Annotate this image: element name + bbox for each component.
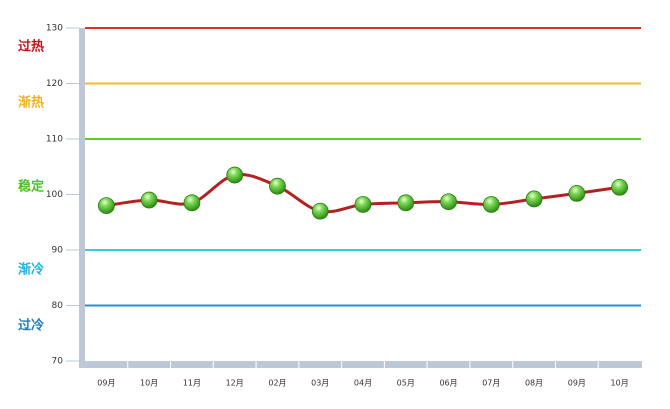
x-tick-label: 12月 (226, 379, 244, 388)
x-tick-label: 04月 (354, 379, 372, 388)
x-tick-label: 06月 (439, 379, 457, 388)
y-tick-label: 80 (52, 301, 64, 311)
marker (183, 194, 201, 212)
x-tick-label: 02月 (268, 379, 286, 388)
y-tick-label: 70 (52, 357, 64, 367)
x-tick-label: 05月 (397, 379, 415, 388)
x-tick-label: 03月 (311, 379, 329, 388)
marker (140, 191, 158, 209)
marker (440, 193, 457, 211)
marker (525, 190, 543, 208)
x-tick-label: 09月 (568, 379, 586, 388)
x-tick-label: 08月 (525, 379, 543, 388)
marker (568, 184, 586, 202)
y-tick-label: 100 (46, 190, 63, 200)
marker (611, 178, 629, 196)
x-tick-label: 10月 (611, 379, 629, 388)
marker (397, 194, 415, 212)
y-tick-label: 120 (46, 79, 63, 89)
y-tick-label: 130 (46, 24, 63, 34)
zone-label: 过冷 (18, 318, 44, 334)
marker (97, 197, 115, 215)
marker (311, 202, 329, 220)
y-axis-bar (79, 28, 85, 368)
zone-label: 稳定 (18, 179, 44, 195)
zone-label: 渐冷 (18, 262, 44, 278)
marker (226, 166, 244, 184)
x-tick-label: 11月 (183, 379, 201, 388)
x-axis-bar (79, 361, 642, 368)
marker (354, 196, 372, 213)
zone-label: 渐热 (18, 95, 44, 111)
y-tick-label: 110 (46, 135, 63, 145)
y-tick-label: 90 (52, 246, 64, 256)
marker (482, 196, 500, 213)
marker (269, 177, 286, 195)
zone-label: 过热 (18, 39, 44, 55)
x-tick-label: 07月 (482, 379, 500, 388)
x-tick-label: 10月 (140, 379, 158, 388)
x-tick-label: 09月 (97, 379, 115, 388)
